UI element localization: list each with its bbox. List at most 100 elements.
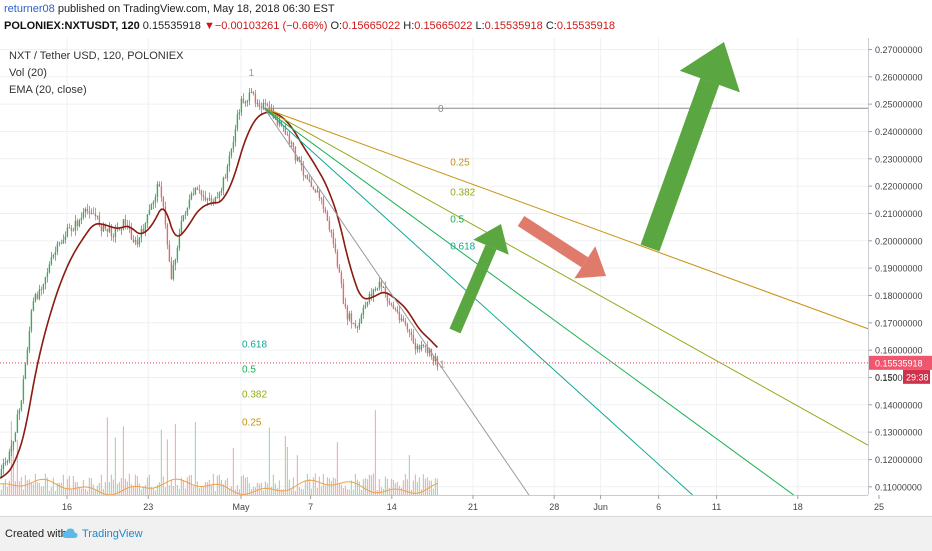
candle-body <box>25 364 26 379</box>
candle-body <box>13 441 14 445</box>
fib-fan-top-label: 0.5 <box>450 215 464 226</box>
candles <box>0 88 438 484</box>
candle-body <box>263 103 264 109</box>
volume-bar <box>331 481 332 495</box>
countdown-label: 29:38 <box>906 372 929 382</box>
candle-body <box>233 142 234 149</box>
volume-bar <box>207 482 208 495</box>
volume-bar <box>289 480 290 495</box>
partial-price-label: 0.150 <box>875 372 898 382</box>
volume-bar <box>389 488 390 495</box>
candle-body <box>51 257 52 264</box>
candle-body <box>343 284 344 304</box>
candle-body <box>249 93 250 101</box>
volume-bar <box>253 487 254 495</box>
volume-bar <box>267 483 268 495</box>
candle-body <box>91 213 92 214</box>
candle-body <box>371 294 372 296</box>
volume-bar <box>307 474 308 495</box>
volume-bar <box>315 474 316 495</box>
chart-header: returner08 published on TradingView.com,… <box>0 0 932 38</box>
volume-bar <box>401 488 402 495</box>
candle-body <box>225 178 226 179</box>
fib-fan-bottom-label: 0.5 <box>242 365 256 376</box>
volume-bar <box>281 489 282 495</box>
volume-bar <box>17 440 18 495</box>
fib-fan-top-label: 0.382 <box>450 188 475 199</box>
volume-bar <box>37 482 38 495</box>
volume-bar <box>1 490 2 495</box>
candle-body <box>311 182 312 187</box>
candle-body <box>405 321 406 324</box>
price-tick-label: 0.26000000 <box>875 72 923 82</box>
volume-bar <box>101 475 102 495</box>
candle-body <box>433 357 434 362</box>
candle-body <box>17 414 18 433</box>
volume-bar <box>405 474 406 495</box>
last-price-tag-label: 0.15535918 <box>875 358 923 368</box>
candle-body <box>155 197 156 202</box>
ema-legend[interactable]: EMA (20, close) <box>9 84 87 96</box>
volume-bar <box>191 475 192 495</box>
candle-body <box>293 142 294 146</box>
volume-bar <box>203 487 204 495</box>
volume-bar <box>291 489 292 495</box>
candle-body <box>355 323 356 327</box>
candle-body <box>223 178 224 191</box>
candle-body <box>1 469 2 476</box>
price-chart[interactable]: 00.250.3820.50.61810.250.3820.50.61810.2… <box>0 38 932 516</box>
volume-bar <box>173 486 174 495</box>
volume-bar <box>119 482 120 495</box>
volume-bar <box>159 482 160 495</box>
candle-body <box>257 103 258 104</box>
fib-fan-top-line <box>264 108 692 495</box>
volume-bar <box>245 478 246 495</box>
candle-body <box>139 238 140 245</box>
volume-bar <box>13 445 14 495</box>
candle-body <box>365 305 366 307</box>
symbol-legend[interactable]: NXT / Tether USD, 120, POLONIEX <box>9 50 183 62</box>
candle-body <box>35 294 36 301</box>
time-tick-label: 11 <box>712 502 721 512</box>
volume-bar <box>87 491 88 495</box>
volume-bar <box>73 476 74 495</box>
candle-body <box>81 218 82 221</box>
volume-bar <box>241 476 242 495</box>
candle-body <box>247 101 248 103</box>
candle-body <box>79 220 80 226</box>
low-value: 0.15535918 <box>485 20 543 32</box>
volume-bar <box>19 481 20 495</box>
volume-bar <box>141 489 142 495</box>
volume-bar <box>287 447 288 495</box>
volume-bar <box>179 489 180 495</box>
volume-bar <box>51 487 52 495</box>
candle-body <box>333 233 334 244</box>
volume-bar <box>175 424 176 495</box>
candle-body <box>321 198 322 199</box>
tradingview-link[interactable]: TradingView <box>82 528 143 540</box>
candle-body <box>265 103 266 104</box>
candle-body <box>291 142 292 143</box>
author-link[interactable]: returner08 <box>4 3 55 15</box>
volume-legend[interactable]: Vol (20) <box>9 67 47 79</box>
candle-body <box>137 240 138 244</box>
candle-body <box>395 309 396 310</box>
volume-bar <box>333 477 334 495</box>
candle-body <box>45 277 46 284</box>
volume-bar <box>367 479 368 495</box>
volume-bar <box>81 489 82 495</box>
volume-bar <box>337 442 338 495</box>
candle-body <box>383 287 384 288</box>
volume-bar <box>187 477 188 495</box>
time-tick-label: 18 <box>793 502 803 512</box>
time-tick-label: 28 <box>549 502 559 512</box>
candle-body <box>235 129 236 142</box>
candle-body <box>71 228 72 231</box>
price-tick-label: 0.16000000 <box>875 346 923 356</box>
volume-bar <box>435 478 436 495</box>
volume-bar <box>393 480 394 495</box>
volume-bar <box>273 475 274 495</box>
volume-bar <box>303 489 304 495</box>
volume-bar <box>391 479 392 495</box>
